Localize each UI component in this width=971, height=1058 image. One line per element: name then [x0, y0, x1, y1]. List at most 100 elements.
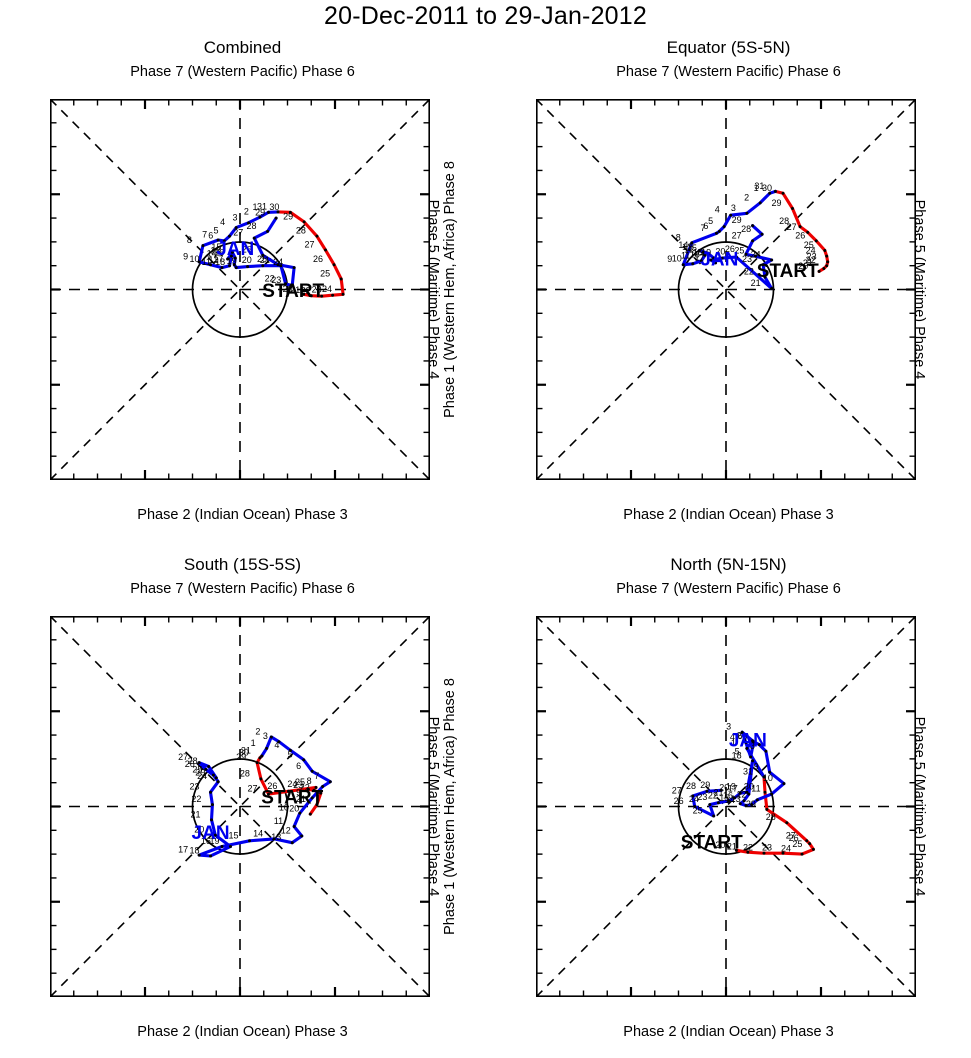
day-label: 26: [185, 759, 195, 769]
day-marker: [210, 803, 214, 807]
day-label: 17: [178, 845, 188, 855]
day-marker: [277, 740, 281, 744]
phase-divider-diagonal: [536, 99, 916, 480]
day-label: 27: [787, 222, 797, 232]
day-label: 10: [672, 253, 682, 263]
day-marker: [734, 255, 738, 259]
day-marker: [742, 799, 746, 803]
day-label: 20: [242, 255, 252, 265]
day-marker: [734, 848, 738, 852]
phase-diagram-plot: -4-2024420-2-420212223242526272829303112…: [50, 99, 430, 480]
day-label: 11: [274, 816, 283, 826]
day-label: 28: [779, 216, 789, 226]
day-label: 27: [178, 752, 188, 762]
day-marker: [324, 248, 327, 252]
day-label: 24: [781, 844, 791, 854]
day-label: 8: [307, 776, 312, 786]
day-label: 12: [684, 245, 694, 255]
day-marker: [763, 790, 767, 794]
day-marker: [763, 275, 767, 279]
day-label: 16: [201, 836, 211, 846]
day-marker: [712, 814, 716, 818]
day-label: 6: [738, 731, 743, 741]
day-label: 25: [792, 839, 802, 849]
day-marker: [255, 761, 259, 765]
day-label: 26: [674, 796, 684, 806]
day-marker: [267, 792, 270, 796]
start-label: START: [681, 832, 743, 853]
day-label: 29: [732, 215, 742, 225]
day-label: 1: [754, 183, 759, 193]
day-marker: [811, 847, 815, 851]
day-marker: [768, 191, 772, 195]
day-label: 25: [257, 254, 267, 264]
day-label: 22: [300, 783, 310, 793]
day-marker: [798, 225, 802, 229]
day-label: 15: [211, 242, 221, 252]
day-marker: [204, 767, 208, 771]
day-marker: [719, 788, 723, 792]
day-marker: [290, 284, 294, 288]
day-label: 2: [737, 730, 742, 740]
day-marker: [781, 191, 785, 195]
phase-diagram-svg: -4-2024420-2-420212223242526272829303112…: [50, 99, 430, 480]
day-label: 17: [728, 784, 738, 794]
start-label: START: [757, 261, 819, 282]
day-marker: [266, 229, 270, 233]
day-marker: [708, 803, 712, 807]
day-label: 15: [228, 830, 238, 840]
day-label: 6: [703, 221, 708, 231]
day-label: 20: [194, 825, 204, 835]
phase-diagram-plot: -4-2024420-2-420212223242526272829303112…: [50, 616, 430, 997]
day-label: 26: [313, 254, 323, 264]
day-marker: [290, 841, 294, 845]
day-label: 26: [795, 230, 805, 240]
day-marker: [284, 282, 288, 286]
phase-divider-diagonal: [50, 616, 430, 997]
day-marker: [785, 821, 789, 825]
day-marker: [214, 776, 218, 780]
day-label: 31: [241, 746, 251, 756]
day-marker: [279, 264, 283, 268]
day-marker: [750, 803, 754, 807]
day-marker: [267, 210, 270, 214]
day-label: 10: [763, 773, 773, 783]
day-label: 28: [240, 768, 250, 778]
day-marker: [233, 256, 237, 260]
month-label-jan: JAN: [700, 250, 738, 271]
day-marker: [207, 764, 211, 768]
day-marker: [822, 267, 826, 271]
day-marker: [298, 811, 302, 815]
day-label: 16: [693, 248, 703, 258]
y-axis-label-left: Phase 1 (Western Hem, Africa) Phase 8: [442, 678, 458, 935]
day-label: 24: [322, 284, 332, 294]
day-label: 12: [736, 789, 746, 799]
day-marker: [209, 263, 213, 267]
day-marker: [228, 264, 232, 268]
day-label: 15: [719, 793, 729, 803]
day-label: 21: [296, 794, 306, 804]
day-label: 3: [726, 722, 731, 732]
day-label: 29: [771, 198, 781, 208]
day-label: 29: [700, 780, 710, 790]
day-label: 18: [215, 257, 225, 267]
day-label: 20: [715, 247, 725, 257]
day-marker: [261, 253, 265, 257]
unit-amplitude-circle: [191, 241, 289, 338]
day-label: 23: [807, 251, 817, 261]
phase-divider-diagonal: [536, 616, 916, 997]
day-marker: [762, 775, 766, 779]
day-marker: [276, 263, 280, 267]
start-label: START: [262, 281, 324, 302]
day-marker: [693, 805, 697, 808]
day-label: 10: [190, 254, 200, 264]
day-marker: [747, 792, 751, 796]
day-label: 20: [289, 804, 299, 814]
day-label: 7: [700, 223, 705, 233]
day-marker: [220, 845, 224, 849]
panel-title: South (15S-5S): [183, 555, 302, 574]
day-label: 4: [274, 740, 279, 750]
day-marker: [247, 221, 251, 225]
day-label: 14: [678, 240, 688, 250]
